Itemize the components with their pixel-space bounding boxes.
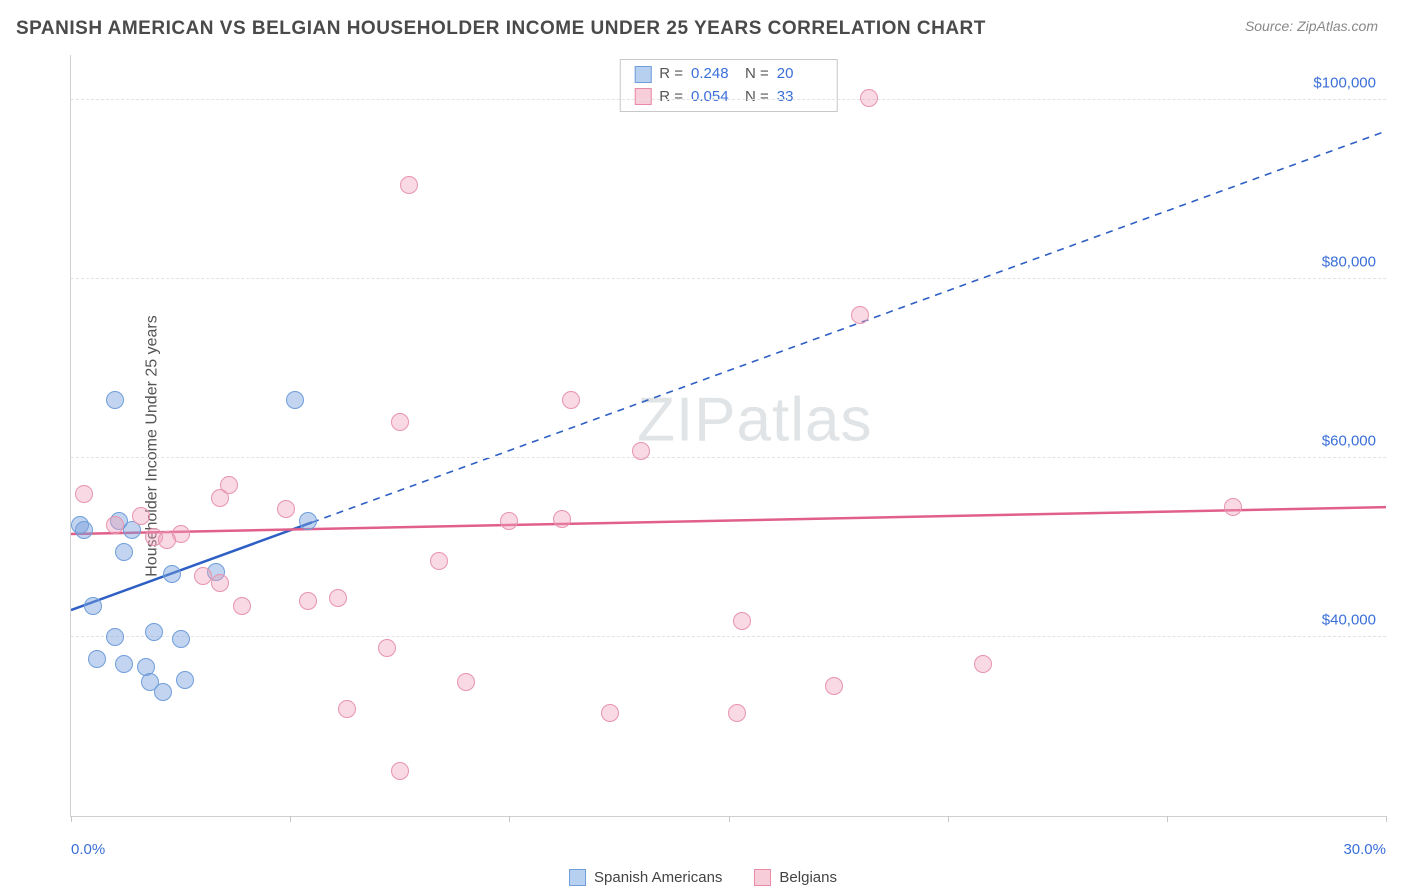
scatter-point	[601, 704, 619, 722]
y-tick-label: $80,000	[1322, 253, 1376, 270]
scatter-point	[562, 391, 580, 409]
n-label: N =	[745, 86, 769, 109]
scatter-point	[500, 512, 518, 530]
scatter-point	[194, 567, 212, 585]
legend-item: Belgians	[754, 869, 837, 886]
scatter-point	[154, 683, 172, 701]
scatter-point	[88, 650, 106, 668]
legend-swatch-icon	[634, 88, 651, 105]
scatter-point	[75, 485, 93, 503]
scatter-point	[115, 543, 133, 561]
scatter-point	[115, 655, 133, 673]
trend-line-solid	[71, 522, 312, 610]
scatter-point	[329, 589, 347, 607]
legend-swatch-icon	[634, 66, 651, 83]
scatter-point	[172, 630, 190, 648]
grid-line	[71, 278, 1386, 279]
x-tick	[71, 816, 72, 822]
scatter-point	[391, 413, 409, 431]
scatter-point	[391, 762, 409, 780]
x-tick	[509, 816, 510, 822]
scatter-point	[158, 531, 176, 549]
scatter-point	[106, 391, 124, 409]
scatter-point	[825, 677, 843, 695]
scatter-point	[84, 597, 102, 615]
y-tick-label: $60,000	[1322, 432, 1376, 449]
stats-legend-row: R = 0.054 N = 33	[634, 86, 823, 109]
r-label: R =	[659, 86, 683, 109]
x-axis-max-label: 30.0%	[1343, 841, 1386, 858]
legend-swatch-icon	[754, 869, 771, 886]
n-value: 20	[777, 63, 823, 86]
series-legend: Spanish Americans Belgians	[569, 869, 837, 886]
stats-legend-row: R = 0.248 N = 20	[634, 63, 823, 86]
x-tick	[1167, 816, 1168, 822]
grid-line	[71, 457, 1386, 458]
grid-line	[71, 636, 1386, 637]
scatter-point	[163, 565, 181, 583]
chart-title: SPANISH AMERICAN VS BELGIAN HOUSEHOLDER …	[16, 18, 986, 40]
x-tick	[1386, 816, 1387, 822]
scatter-point	[106, 516, 124, 534]
source-attribution: Source: ZipAtlas.com	[1245, 18, 1378, 34]
scatter-point	[145, 623, 163, 641]
chart-container: Householder Income Under 25 years ZIPatl…	[50, 55, 1386, 837]
scatter-point	[299, 592, 317, 610]
x-axis-min-label: 0.0%	[71, 841, 105, 858]
legend-series-name: Belgians	[779, 869, 837, 886]
scatter-point	[277, 500, 295, 518]
scatter-point	[338, 700, 356, 718]
legend-item: Spanish Americans	[569, 869, 722, 886]
scatter-point	[457, 673, 475, 691]
n-value: 33	[777, 86, 823, 109]
scatter-point	[728, 704, 746, 722]
x-tick	[729, 816, 730, 822]
stats-legend-box: R = 0.248 N = 20 R = 0.054 N = 33	[619, 59, 838, 112]
y-tick-label: $40,000	[1322, 611, 1376, 628]
trend-line-dashed	[312, 131, 1386, 522]
scatter-point	[299, 512, 317, 530]
grid-line	[71, 99, 1386, 100]
n-label: N =	[745, 63, 769, 86]
scatter-point	[286, 391, 304, 409]
scatter-point	[974, 655, 992, 673]
scatter-point	[211, 574, 229, 592]
r-value: 0.054	[691, 86, 737, 109]
scatter-point	[233, 597, 251, 615]
scatter-point	[632, 442, 650, 460]
scatter-point	[1224, 498, 1242, 516]
scatter-point	[106, 628, 124, 646]
scatter-point	[430, 552, 448, 570]
scatter-point	[860, 89, 878, 107]
legend-swatch-icon	[569, 869, 586, 886]
x-tick	[290, 816, 291, 822]
scatter-point	[733, 612, 751, 630]
scatter-point	[553, 510, 571, 528]
trend-line-solid	[71, 507, 1386, 534]
r-value: 0.248	[691, 63, 737, 86]
r-label: R =	[659, 63, 683, 86]
scatter-point	[400, 176, 418, 194]
scatter-point	[132, 507, 150, 525]
x-tick	[948, 816, 949, 822]
watermark-text: ZIPatlas	[637, 385, 872, 456]
trend-lines-layer	[71, 55, 1386, 816]
scatter-point	[378, 639, 396, 657]
scatter-point	[211, 489, 229, 507]
legend-series-name: Spanish Americans	[594, 869, 722, 886]
plot-area: ZIPatlas R =0.248N =20R =0.054N =33 0.0%…	[70, 55, 1386, 817]
y-tick-label: $100,000	[1313, 74, 1376, 91]
scatter-point	[851, 306, 869, 324]
scatter-point	[176, 671, 194, 689]
scatter-point	[75, 521, 93, 539]
